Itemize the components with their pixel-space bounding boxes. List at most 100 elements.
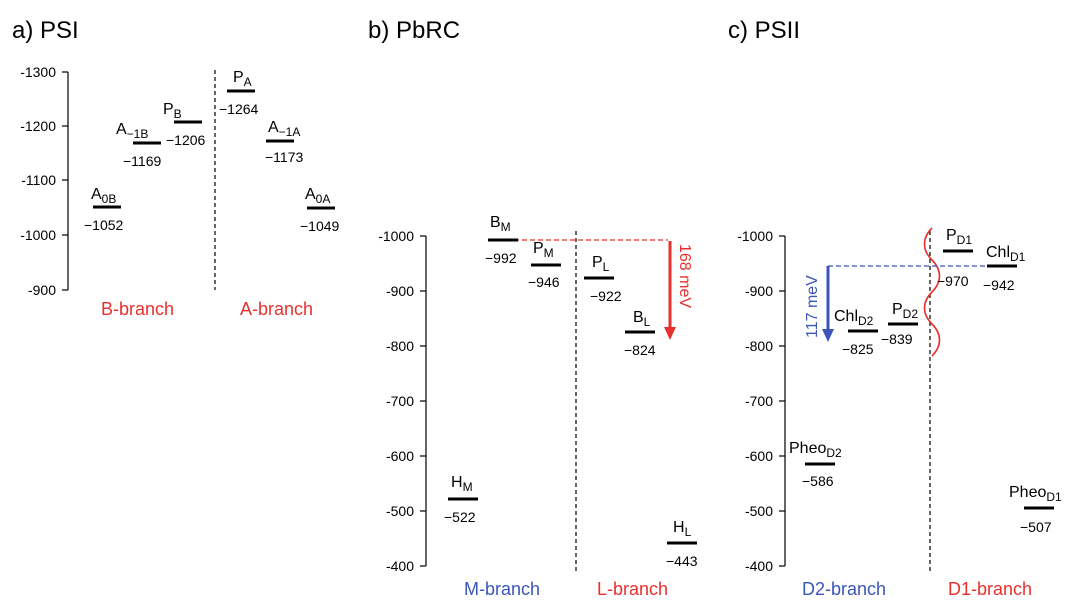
level-hl: HL −443 [666, 519, 698, 569]
svg-text:ChlD1: ChlD1 [986, 244, 1026, 264]
tick-900: -900 [28, 282, 68, 298]
svg-text:−824: −824 [624, 342, 656, 358]
svg-text:-900: -900 [745, 283, 773, 299]
svg-text:A−1A: A−1A [268, 119, 300, 139]
svg-text:BM: BM [490, 214, 511, 234]
tick-500: -500 [386, 503, 426, 519]
branch-label-b: B-branch [101, 299, 174, 319]
svg-text:-900: -900 [386, 283, 414, 299]
tick-400: -400 [745, 558, 785, 574]
tick-900: -900 [745, 283, 785, 299]
tick-800: -800 [386, 338, 426, 354]
svg-text:A−1B: A−1B [116, 121, 148, 141]
svg-text:−992: −992 [485, 250, 517, 266]
svg-text:PM: PM [533, 240, 554, 260]
svg-text:-1300: -1300 [20, 64, 56, 80]
svg-text:-700: -700 [386, 393, 414, 409]
svg-text:-1000: -1000 [378, 228, 414, 244]
branch-label-a: A-branch [240, 299, 313, 319]
tick-500: -500 [745, 503, 785, 519]
tick-700: -700 [386, 393, 426, 409]
level-chld2: ChlD2 −825 [834, 308, 878, 357]
svg-text:−1264: −1264 [219, 101, 259, 117]
svg-text:PL: PL [592, 254, 610, 274]
svg-text:−443: −443 [666, 553, 698, 569]
svg-text:−922: −922 [590, 288, 622, 304]
svg-text:-500: -500 [386, 503, 414, 519]
level-bl: BL −824 [624, 309, 656, 358]
tick-1000: -1000 [20, 227, 68, 243]
tick-1100: -1100 [21, 172, 68, 188]
svg-text:-500: -500 [745, 503, 773, 519]
svg-text:PA: PA [233, 69, 252, 89]
svg-text:−839: −839 [881, 331, 913, 347]
tick-800: -800 [745, 338, 785, 354]
svg-text:−1049: −1049 [300, 218, 340, 234]
svg-text:-900: -900 [28, 282, 56, 298]
energy-gap-label-psii: 117 meV [804, 275, 821, 338]
svg-text:-800: -800 [386, 338, 414, 354]
tick-1000: -1000 [378, 228, 426, 244]
svg-text:-600: -600 [386, 448, 414, 464]
svg-text:PheoD1: PheoD1 [1009, 484, 1062, 504]
svg-text:−507: −507 [1020, 519, 1052, 535]
svg-text:−522: −522 [444, 509, 476, 525]
svg-text:A0A: A0A [305, 186, 330, 206]
panel-psi: a) PSI -1300 -1200 -1100 -1000 -900 A0B … [12, 17, 340, 319]
level-pl: PL −922 [584, 254, 622, 304]
svg-text:−942: −942 [983, 277, 1015, 293]
level-chld1: ChlD1 −942 [983, 244, 1026, 293]
svg-text:-400: -400 [386, 558, 414, 574]
tick-600: -600 [745, 448, 785, 464]
panel-title-psii: c) PSII [728, 17, 800, 44]
svg-text:PD2: PD2 [892, 301, 918, 321]
tick-400: -400 [386, 558, 426, 574]
branch-label-l: L-branch [597, 579, 668, 599]
svg-text:−1206: −1206 [166, 132, 206, 148]
svg-text:-800: -800 [745, 338, 773, 354]
svg-text:-1200: -1200 [20, 118, 56, 134]
level-a-1a: A−1A −1173 [265, 119, 303, 165]
svg-text:-600: -600 [745, 448, 773, 464]
svg-text:ChlD2: ChlD2 [834, 308, 874, 328]
level-pheod2: PheoD2 −586 [789, 440, 842, 489]
level-pa: PA −1264 [219, 69, 259, 117]
svg-text:PheoD2: PheoD2 [789, 440, 842, 460]
svg-text:-400: -400 [745, 558, 773, 574]
energy-gap-label-pbrc: 168 meV [676, 244, 693, 308]
branch-label-d2: D2-branch [802, 579, 886, 599]
svg-text:-1100: -1100 [21, 172, 56, 188]
level-bm: BM −992 [485, 214, 518, 266]
tick-900: -900 [386, 283, 426, 299]
panel-title-pbrc: b) PbRC [368, 17, 460, 44]
svg-text:−586: −586 [802, 473, 834, 489]
svg-text:−825: −825 [842, 341, 874, 357]
svg-text:−1169: −1169 [123, 153, 161, 169]
level-a-1b: A−1B −1169 [116, 121, 161, 169]
svg-text:PB: PB [163, 101, 182, 121]
wavy-separator-line [923, 227, 941, 357]
svg-text:BL: BL [633, 309, 651, 329]
svg-text:-1000: -1000 [20, 227, 56, 243]
energy-gap-arrow-psii [822, 266, 834, 342]
svg-text:-700: -700 [745, 393, 773, 409]
level-pheod1: PheoD1 −507 [1009, 484, 1062, 535]
svg-text:HL: HL [673, 519, 692, 539]
tick-700: -700 [745, 393, 785, 409]
tick-600: -600 [386, 448, 426, 464]
level-a0a: A0A −1049 [300, 186, 340, 234]
svg-text:−1173: −1173 [265, 149, 303, 165]
tick-1300: -1300 [20, 64, 68, 80]
panel-title-psi: a) PSI [12, 17, 79, 44]
tick-1200: -1200 [20, 118, 68, 134]
svg-text:-1000: -1000 [737, 228, 773, 244]
branch-label-d1: D1-branch [948, 579, 1032, 599]
level-pb: PB −1206 [163, 101, 206, 148]
svg-text:A0B: A0B [91, 186, 116, 206]
level-pm: PM −946 [528, 240, 561, 290]
level-pd2: PD2 −839 [881, 301, 918, 347]
tick-1000: -1000 [737, 228, 785, 244]
level-a0b: A0B −1052 [84, 186, 124, 233]
svg-text:−946: −946 [528, 274, 560, 290]
